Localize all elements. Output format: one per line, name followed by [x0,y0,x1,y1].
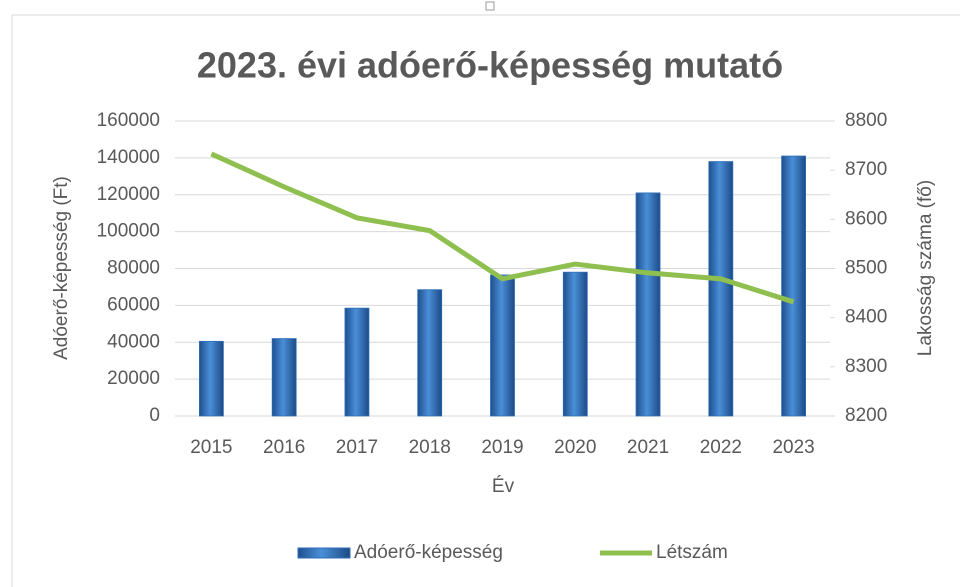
x-tick-label: 2015 [190,437,232,458]
x-axis-label: Év [492,476,515,497]
bar [635,192,661,417]
bar [198,340,224,417]
y2-tick-label: 8300 [845,356,887,377]
y2-tick-label: 8400 [845,307,887,328]
y-tick-label: 60000 [107,294,160,315]
x-tick-label: 2022 [700,437,742,458]
bar [708,161,734,417]
chart-frame [11,14,960,587]
y2-tick-label: 8800 [845,110,887,131]
x-tick-label: 2019 [481,437,523,458]
y-tick-label: 140000 [97,147,160,168]
bar [344,307,370,417]
legend-label: Adóerő-képesség [354,542,503,563]
legend-label: Létszám [656,542,728,563]
y2-axis-label: Lakosság száma (fő) [915,180,936,356]
x-tick-label: 2021 [627,437,669,458]
bar [417,289,443,417]
line [210,151,795,305]
bar [562,271,588,417]
chart-title: 2023. évi adóerő-képesség mutató [197,45,783,86]
y-tick-label: 20000 [107,368,160,389]
legend-swatch [297,547,351,559]
y-axis-label: Adóerő-képesség (Ft) [51,176,72,360]
x-tick-label: 2018 [409,437,451,458]
resize-handle [485,1,495,11]
y-tick-label: 80000 [107,258,160,279]
x-tick-label: 2016 [263,437,305,458]
y-tick-label: 0 [149,405,160,426]
y2-tick-label: 8600 [845,208,887,229]
bar [271,338,297,417]
y2-tick-label: 8200 [845,405,887,426]
bar [490,274,515,417]
x-tick-label: 2020 [554,437,596,458]
bar [781,155,807,417]
x-tick-label: 2017 [336,437,378,458]
y-tick-label: 160000 [97,110,160,131]
y2-tick-label: 8700 [845,159,887,180]
y-tick-label: 40000 [107,331,160,352]
y-tick-label: 100000 [97,221,160,242]
x-tick-label: 2023 [772,437,814,458]
y-tick-label: 120000 [97,184,160,205]
y2-tick-label: 8500 [845,258,887,279]
